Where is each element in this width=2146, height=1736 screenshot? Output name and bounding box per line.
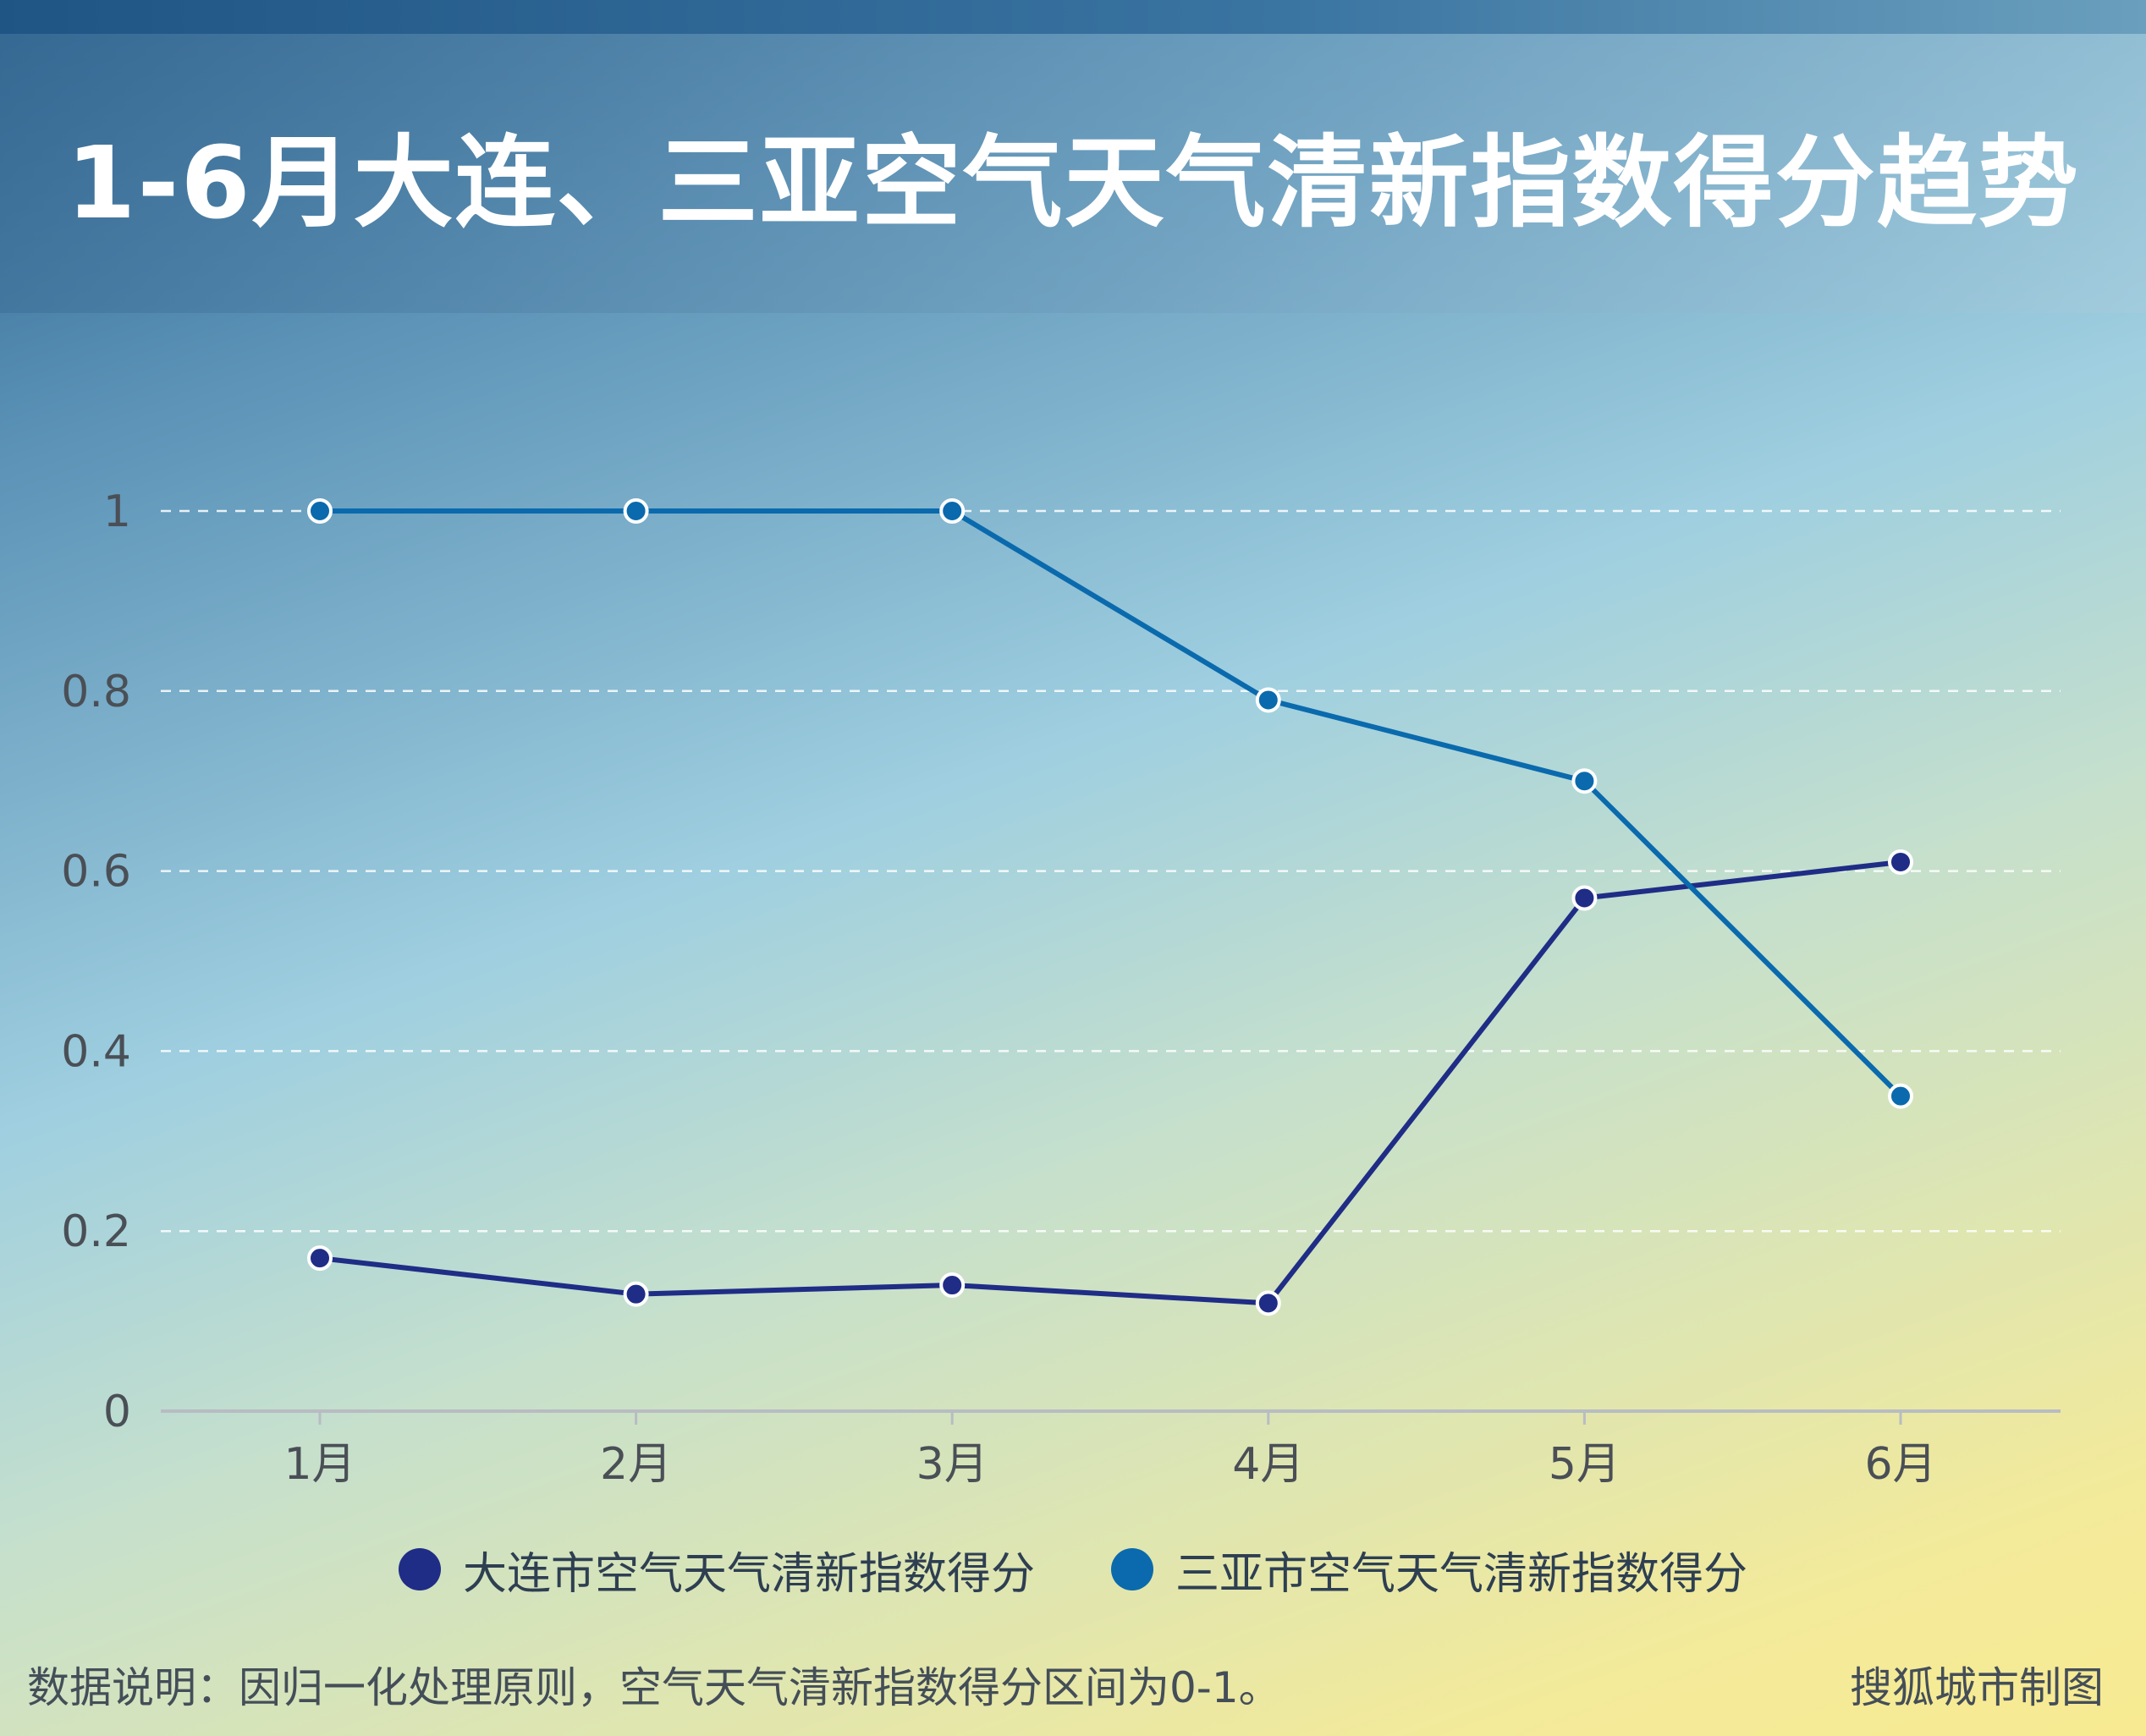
series-points [307, 498, 1913, 1316]
series-line-0 [317, 859, 1903, 1306]
y-tick-label: 0.8 [61, 667, 131, 717]
x-tick-label: 1月 [283, 1439, 355, 1490]
data-point[interactable] [939, 498, 966, 524]
data-point[interactable] [623, 498, 649, 524]
legend-marker-sanya [1111, 1548, 1153, 1590]
x-axis [161, 1409, 2061, 1425]
chart-title: 1-6月大连、三亚空气天气清新指数得分趋势 [66, 124, 2080, 241]
legend-item-sanya[interactable]: 三亚市空气天气清新指数得分 [1111, 1538, 1747, 1601]
series-lines [317, 508, 1903, 1306]
legend-marker-dalian [398, 1548, 441, 1590]
data-point[interactable] [1888, 849, 1913, 875]
legend: 大连市空气天气清新指数得分 三亚市空气天气清新指数得分 [0, 1527, 2146, 1612]
data-point[interactable] [307, 1245, 333, 1272]
x-tick-label: 2月 [600, 1439, 672, 1490]
title-band [0, 34, 2146, 313]
top-accent-bar [0, 0, 2146, 34]
source-credit: 搜狐城市制图 [1850, 1663, 2104, 1712]
data-point[interactable] [1255, 1290, 1281, 1316]
data-point[interactable] [1888, 1083, 1913, 1109]
x-tick-label: 4月 [1232, 1439, 1304, 1490]
legend-label-sanya: 三亚市空气天气清新指数得分 [1175, 1548, 1748, 1600]
x-tick-label: 5月 [1549, 1439, 1621, 1490]
data-point[interactable] [1571, 768, 1598, 794]
data-note: 数据说明：因归一化处理原则，空气天气清新指数得分区间为0-1。 [27, 1663, 1281, 1712]
data-point[interactable] [1255, 687, 1281, 713]
y-tick-label: 1 [103, 486, 131, 537]
x-tick-labels: 1月 2月 3月 4月 5月 6月 [283, 1439, 1936, 1490]
y-tick-label: 0.4 [61, 1026, 131, 1077]
data-point[interactable] [939, 1272, 966, 1299]
data-point[interactable] [623, 1281, 649, 1307]
x-tick-label: 3月 [916, 1439, 988, 1490]
y-tick-label: 0.6 [61, 847, 131, 898]
grid-lines [161, 509, 2061, 1233]
data-point[interactable] [1571, 885, 1598, 911]
data-point[interactable] [307, 498, 333, 524]
y-tick-labels: 0 0.2 0.4 0.6 0.8 1 [61, 486, 131, 1437]
y-tick-label: 0.2 [61, 1206, 131, 1257]
legend-item-dalian[interactable]: 大连市空气天气清新指数得分 [398, 1538, 1035, 1601]
legend-label-dalian: 大连市空气天气清新指数得分 [462, 1548, 1035, 1600]
y-tick-label: 0 [103, 1387, 131, 1437]
series-line-1 [317, 508, 1903, 1099]
x-tick-label: 6月 [1864, 1439, 1936, 1490]
